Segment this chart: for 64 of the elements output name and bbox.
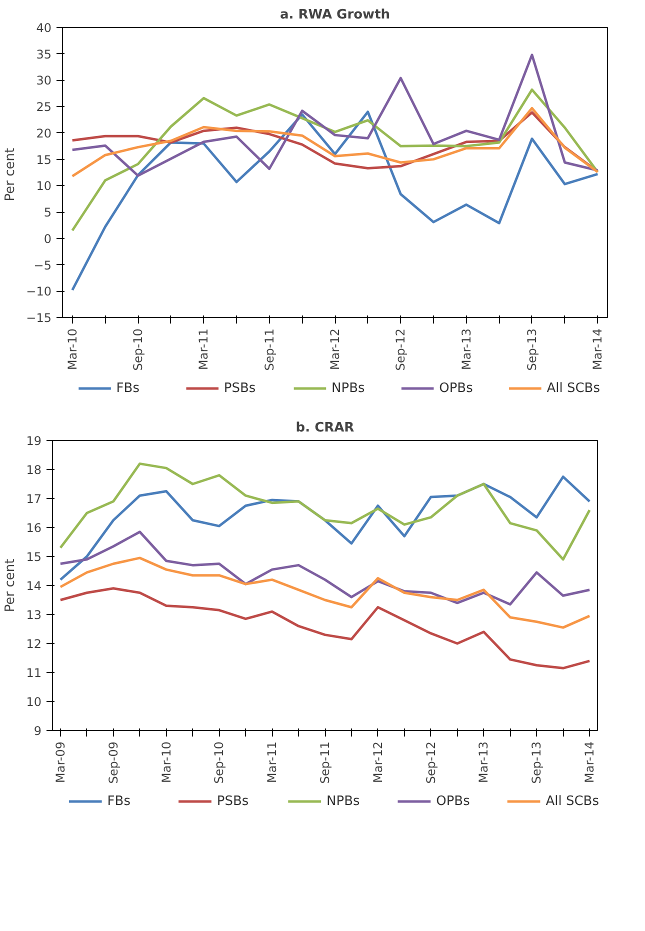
x-tick-label: Sep-13 (530, 742, 544, 784)
y-tick-label: 40 (36, 21, 52, 35)
y-tick-label: 20 (36, 126, 52, 140)
chart-title: a. RWA Growth (280, 8, 390, 22)
x-tick-label: Mar-10 (159, 741, 174, 783)
x-tick-label: Mar-09 (53, 741, 68, 783)
legend-label: NPBs (326, 794, 360, 809)
y-axis-title: Per cent (3, 148, 18, 202)
y-axis-title: Per cent (3, 558, 18, 612)
y-tick-label: −10 (26, 284, 52, 299)
x-tick-label: Sep-11 (318, 742, 332, 784)
x-tick-label: Sep-10 (131, 328, 146, 371)
legend-label: FBs (116, 381, 140, 396)
y-tick-label: 17 (26, 492, 42, 506)
y-tick-label: 0 (44, 232, 52, 246)
x-tick-label: Mar-12 (370, 741, 385, 783)
line-series (59, 462, 591, 561)
y-tick-label: 12 (26, 637, 42, 651)
legend-label: PSBs (224, 381, 256, 396)
legend-label: PSBs (216, 794, 249, 809)
x-tick-label: Mar-14 (582, 741, 597, 783)
y-tick-label: 15 (36, 152, 52, 167)
line-series (59, 587, 591, 670)
x-tick-label: Sep-10 (212, 742, 226, 784)
x-tick-label: Sep-13 (524, 328, 539, 371)
x-tick-label: Mar-11 (265, 741, 280, 783)
legend-label: NPBs (332, 381, 365, 396)
y-tick-label: 5 (44, 206, 52, 220)
legend-label: All SCBs (546, 381, 600, 396)
y-tick-label: 16 (26, 521, 42, 535)
chart-title: b. CRAR (296, 420, 354, 436)
x-tick-label: Mar-13 (476, 741, 491, 783)
x-tick-label: Mar-14 (590, 328, 605, 370)
y-tick-label: 10 (36, 179, 52, 194)
y-tick-label: 15 (26, 550, 42, 564)
y-tick-label: 35 (36, 47, 52, 62)
line-series (71, 54, 599, 177)
line-series (71, 88, 599, 232)
y-tick-label: −15 (26, 311, 52, 325)
x-tick-label: Sep-12 (394, 328, 408, 371)
legend-label: OPBs (439, 381, 474, 396)
y-tick-label: 13 (26, 608, 42, 622)
legend-label: FBs (107, 794, 131, 809)
x-tick-label: Mar-11 (196, 328, 211, 370)
y-tick-label: 18 (26, 463, 42, 477)
legend-label: All SCBs (546, 794, 600, 809)
y-tick-label: −5 (34, 258, 52, 272)
x-tick-label: Sep-09 (106, 742, 120, 784)
y-tick-label: 11 (26, 666, 42, 680)
x-tick-label: Mar-13 (459, 328, 474, 370)
x-tick-label: Sep-11 (262, 328, 276, 371)
y-tick-label: 30 (36, 74, 52, 88)
x-tick-label: Mar-12 (328, 328, 342, 370)
line-series (59, 530, 591, 606)
y-tick-label: 14 (26, 579, 42, 593)
line-series (59, 556, 591, 629)
y-tick-label: 19 (26, 434, 42, 448)
x-tick-label: Mar-10 (65, 328, 80, 370)
y-tick-label: 9 (34, 724, 42, 738)
y-tick-label: 25 (36, 100, 52, 114)
legend-label: OPBs (436, 794, 470, 809)
x-tick-label: Sep-12 (424, 742, 438, 784)
line-series (71, 110, 599, 292)
y-tick-label: 10 (26, 695, 42, 709)
